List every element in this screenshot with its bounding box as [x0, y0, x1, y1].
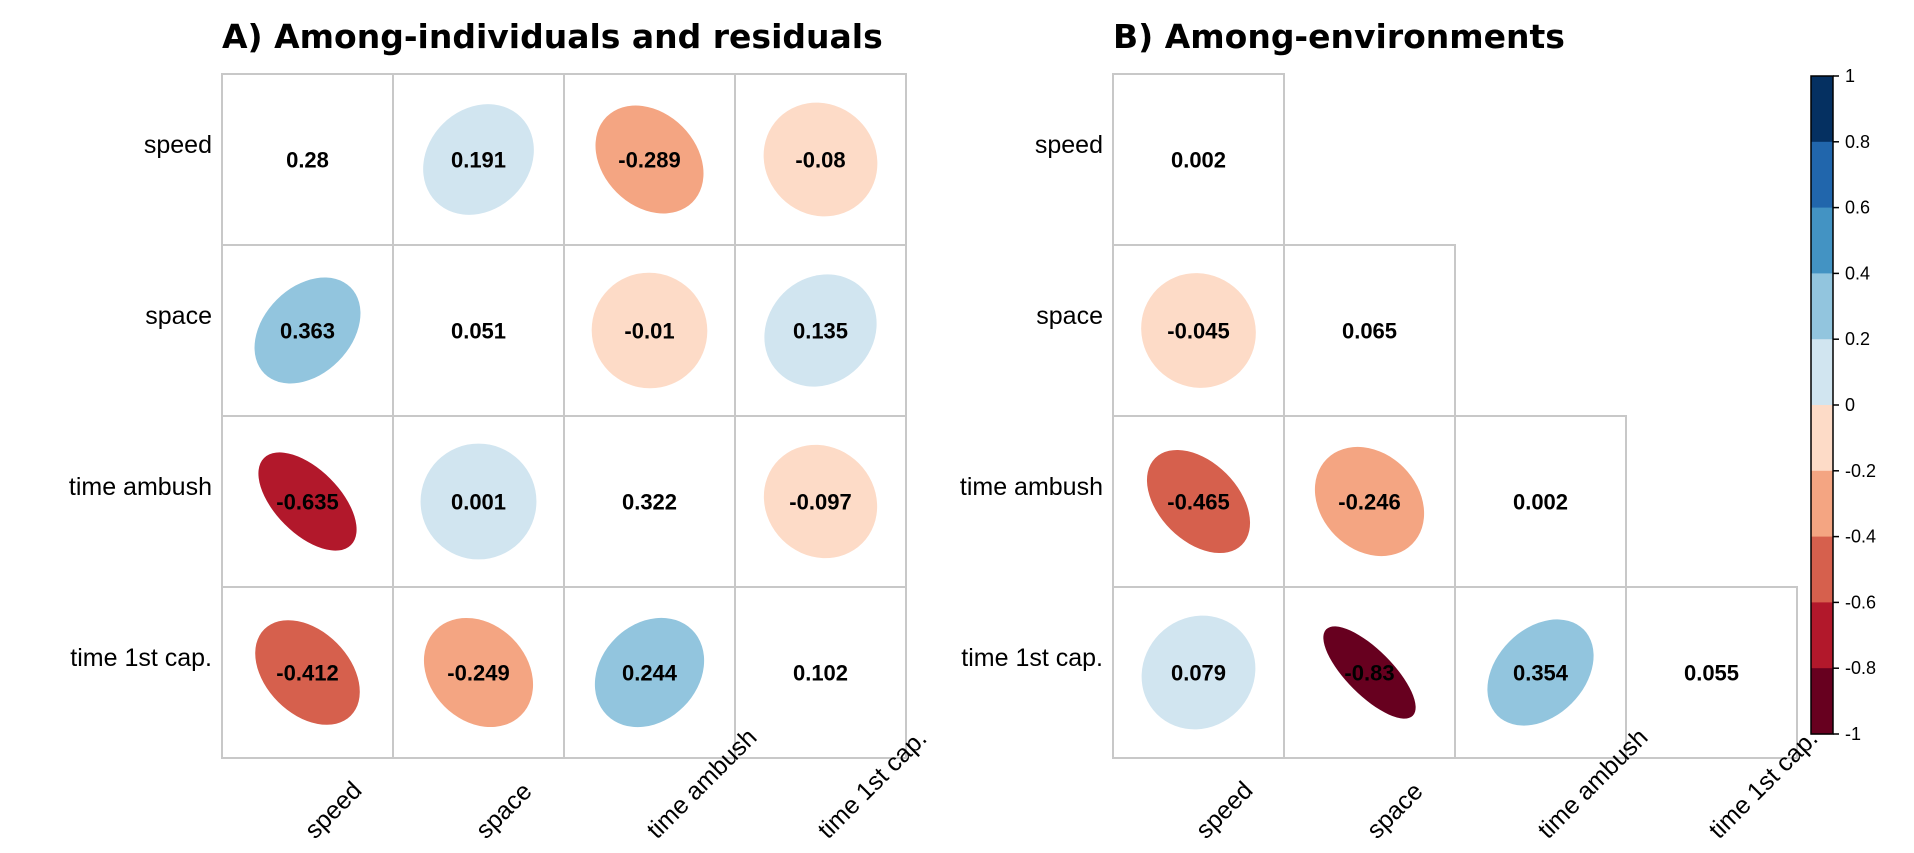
panel-b-correlation-matrix: 0.002 -0.045 0.065 -0.465 -0.246 0.002 0.079 -0…	[960, 73, 1823, 844]
correlation-value-label: -0.412	[276, 661, 338, 686]
panel-a-title: A) Among-individuals and residuals	[222, 17, 883, 56]
correlation-value-label: -0.246	[1338, 490, 1400, 515]
panel-a-correlation-matrix: 0.28 0.191 -0.289 -0.08 0.363 0.051 -0.01 0.135…	[69, 73, 932, 844]
correlation-ellipse	[594, 617, 705, 728]
correlation-value-label: 0.079	[1171, 661, 1226, 686]
color-scale-segment	[1811, 273, 1833, 340]
matrix-cell	[1283, 244, 1456, 417]
correlation-value-label: -0.465	[1167, 490, 1229, 515]
color-scale-tick-label: 0.4	[1845, 263, 1870, 283]
color-scale-tick-label: 0.6	[1845, 198, 1870, 218]
correlation-ellipse	[1323, 626, 1416, 719]
column-label: space	[470, 777, 537, 844]
column-label: speed	[299, 776, 367, 844]
matrix-cell	[1454, 415, 1627, 588]
correlation-ellipse	[595, 105, 704, 214]
correlation-value-label: -0.289	[618, 148, 680, 173]
color-scale-tick-label: -0.8	[1845, 658, 1876, 678]
correlation-value-label: 0.001	[451, 490, 506, 515]
color-scale-segment	[1811, 470, 1833, 538]
correlation-ellipse	[1146, 449, 1251, 554]
color-scale-tick-label: -1	[1845, 724, 1861, 744]
color-scale-segment	[1811, 141, 1833, 209]
color-scale-tick-label: 0.2	[1845, 329, 1870, 349]
correlation-ellipse	[255, 620, 360, 725]
correlation-value-label: -0.635	[276, 490, 338, 515]
row-label: space	[145, 302, 212, 330]
correlation-value-label: 0.322	[622, 490, 677, 515]
color-scale-tick-label: 1	[1845, 66, 1855, 86]
row-label: time 1st cap.	[70, 644, 212, 672]
correlation-ellipse	[763, 444, 878, 559]
color-scale-segment	[1811, 536, 1833, 603]
column-label: space	[1361, 777, 1428, 844]
matrix-cell	[221, 73, 394, 246]
row-label: time ambush	[69, 473, 212, 501]
row-label: space	[1036, 302, 1103, 330]
correlation-ellipse	[423, 617, 534, 728]
correlation-ellipse	[1487, 619, 1594, 726]
color-scale-segment	[1811, 405, 1833, 472]
matrix-cell	[1625, 586, 1798, 759]
correlation-ellipse	[591, 272, 708, 389]
correlation-value-label: -0.83	[1344, 661, 1394, 686]
correlation-value-label: -0.045	[1167, 319, 1229, 344]
matrix-cell	[392, 244, 565, 417]
color-scale-segment	[1811, 668, 1833, 735]
correlation-ellipse	[1141, 615, 1256, 730]
color-scale-tick-label: 0	[1845, 395, 1855, 415]
correlation-value-label: -0.249	[447, 661, 509, 686]
color-scale-segment	[1811, 207, 1833, 274]
correlation-ellipse	[764, 274, 877, 387]
panel-b-title: B) Among-environments	[1113, 17, 1565, 56]
correlation-value-label: 0.002	[1171, 148, 1226, 173]
correlation-value-label: 0.102	[793, 661, 848, 686]
color-scale-tick-label: 0.8	[1845, 132, 1870, 152]
color-scale-tick-label: -0.2	[1845, 461, 1876, 481]
correlation-value-label: 0.244	[622, 661, 678, 686]
correlation-value-label: 0.055	[1684, 661, 1739, 686]
correlation-ellipse	[254, 277, 361, 384]
color-scale-tick-label: -0.4	[1845, 527, 1876, 547]
correlation-ellipse	[420, 443, 537, 560]
correlation-value-label: 0.28	[286, 148, 329, 173]
color-scale-legend: 1 0.8 0.6 0.4 0.2 0 -0.2 -0.4 -0.6 -0.8 -1	[1810, 66, 1876, 744]
correlation-value-label: -0.01	[624, 319, 674, 344]
correlation-value-label: -0.08	[795, 148, 845, 173]
correlation-value-label: 0.051	[451, 319, 506, 344]
correlation-value-label: 0.065	[1342, 319, 1397, 344]
color-scale-segment	[1811, 339, 1833, 406]
correlation-ellipse	[258, 452, 357, 551]
correlation-value-label: 0.191	[451, 148, 506, 173]
color-scale-segment	[1811, 76, 1833, 143]
correlation-ellipse	[423, 104, 534, 215]
matrix-cell	[734, 586, 907, 759]
correlation-value-label: 0.135	[793, 319, 848, 344]
row-label: time 1st cap.	[961, 644, 1103, 672]
column-label: speed	[1190, 776, 1258, 844]
correlation-ellipse	[763, 102, 878, 217]
correlation-value-label: -0.097	[789, 490, 851, 515]
color-scale-segment	[1811, 602, 1833, 669]
correlation-value-label: 0.363	[280, 319, 335, 344]
correlation-ellipse	[1141, 273, 1256, 388]
row-label: speed	[1035, 131, 1103, 159]
row-label: time ambush	[960, 473, 1103, 501]
correlation-value-label: 0.354	[1513, 661, 1569, 686]
color-scale-tick-label: -0.6	[1845, 592, 1876, 612]
matrix-cell	[1112, 73, 1285, 246]
row-label: speed	[144, 131, 212, 159]
correlation-ellipse	[1314, 446, 1425, 557]
correlation-value-label: 0.002	[1513, 490, 1568, 515]
